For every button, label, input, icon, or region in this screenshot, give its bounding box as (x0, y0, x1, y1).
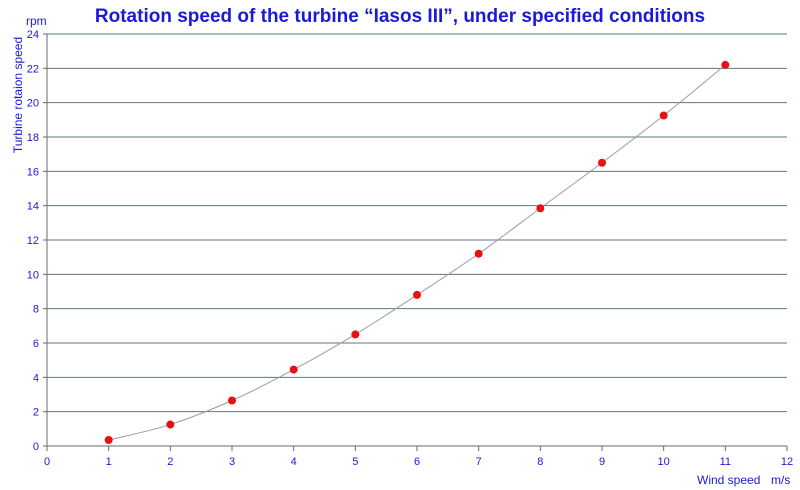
x-tick-label: 9 (599, 456, 605, 468)
x-tick-label: 7 (476, 456, 482, 468)
y-tick-label: 24 (27, 29, 39, 41)
data-point (598, 158, 606, 167)
y-tick-label: 0 (33, 441, 39, 453)
x-tick-label: 12 (781, 456, 793, 468)
x-axis-label: Wind speed (697, 473, 761, 487)
x-tick-label: 6 (414, 456, 420, 468)
chart-title: Rotation speed of the turbine “Iasos III… (94, 6, 706, 27)
y-axis-unit: rpm (26, 14, 47, 28)
data-point (104, 435, 113, 444)
y-tick-label: 2 (33, 407, 39, 419)
x-tick-label: 8 (537, 456, 543, 468)
data-point (228, 396, 236, 405)
data-point (351, 330, 360, 339)
data-point (474, 249, 483, 258)
x-tick-label: 10 (658, 456, 670, 468)
y-tick-label: 14 (27, 201, 39, 213)
x-tick-label: 3 (229, 456, 235, 468)
data-point (536, 204, 545, 213)
y-tick-label: 18 (27, 132, 39, 144)
data-point (166, 420, 175, 429)
y-tick-label: 20 (27, 98, 39, 110)
trend-line (108, 64, 726, 441)
data-point (413, 290, 421, 299)
y-tick-label: 10 (27, 269, 39, 281)
x-tick-label: 0 (44, 456, 50, 468)
y-tick-label: 22 (27, 63, 39, 75)
y-tick-label: 8 (33, 304, 39, 316)
x-tick-label: 5 (352, 456, 358, 468)
y-tick-label: 16 (27, 166, 39, 178)
x-tick-label: 11 (720, 456, 731, 468)
y-tick-label: 12 (27, 235, 39, 247)
data-point (659, 111, 668, 120)
x-tick-label: 1 (106, 456, 112, 468)
x-tick-label: 2 (167, 456, 173, 468)
y-tick-label: 6 (33, 338, 39, 350)
data-point (721, 60, 730, 69)
data-point (289, 365, 298, 374)
x-tick-label: 4 (291, 456, 297, 468)
x-axis-unit: m/s (771, 473, 791, 487)
y-tick-label: 4 (33, 372, 39, 384)
